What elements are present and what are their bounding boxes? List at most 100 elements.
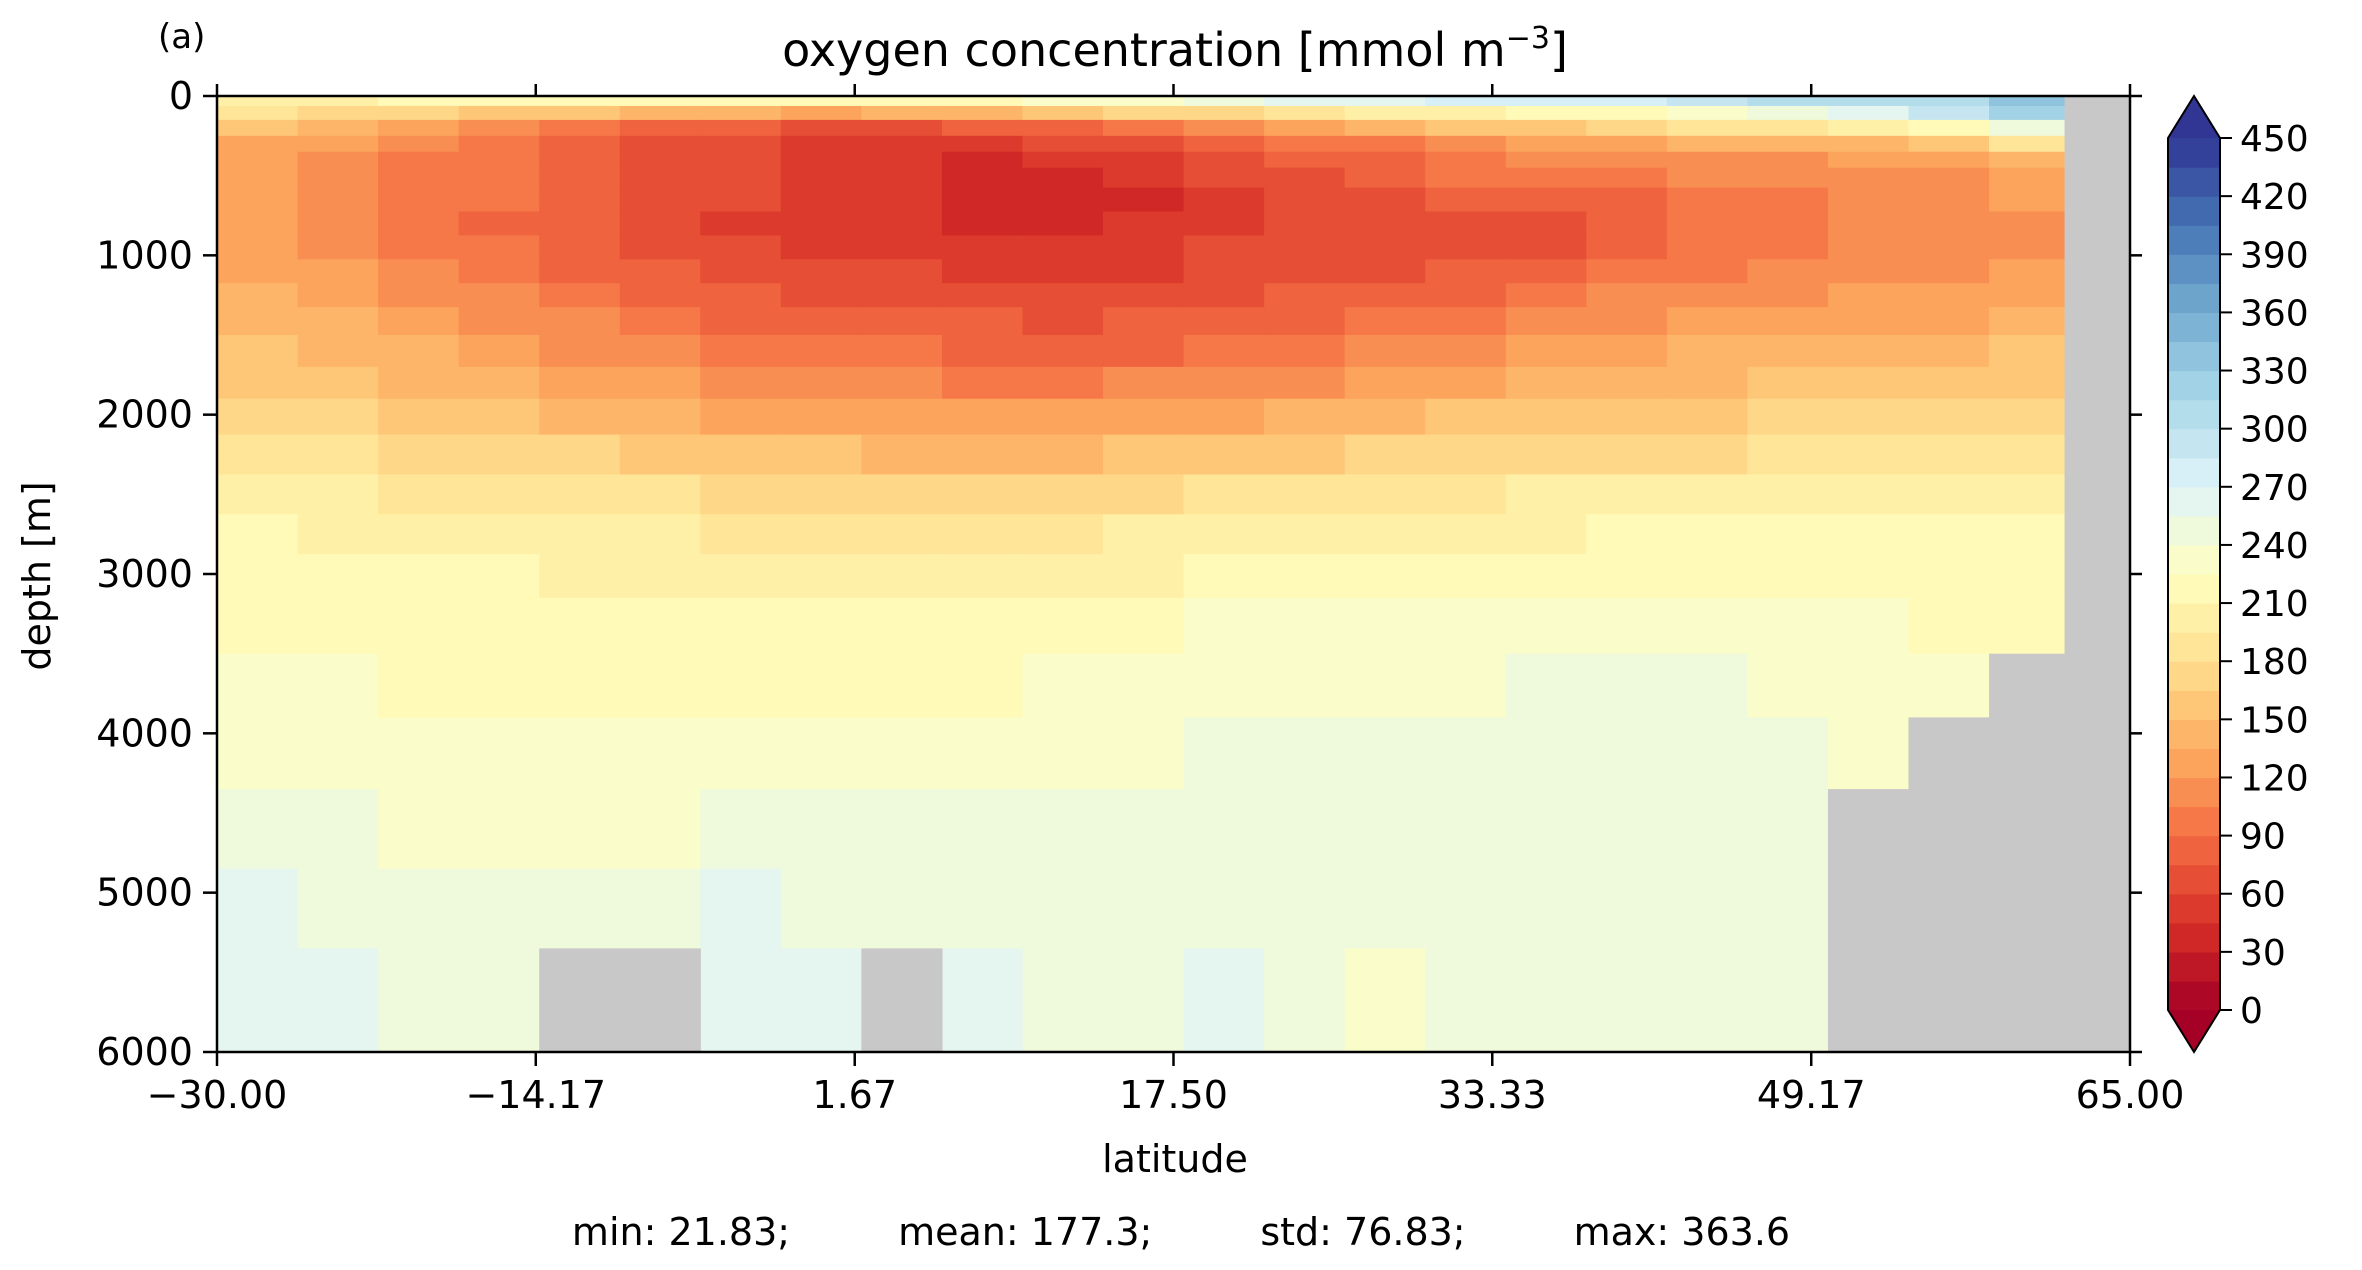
land-cell [2064, 948, 2131, 1053]
heatmap-cell [1666, 283, 1748, 308]
heatmap-cell [1344, 307, 1426, 336]
heatmap-cell [1666, 119, 1748, 137]
heatmap-cell [1183, 167, 1265, 189]
heatmap-cell [1827, 434, 1910, 476]
heatmap-cell [1022, 235, 1104, 260]
heatmap-cell [1666, 514, 1748, 555]
heatmap-cell [297, 96, 379, 107]
heatmap-cell [1183, 105, 1265, 121]
heatmap-cell [297, 398, 379, 436]
land-cell [2064, 554, 2131, 599]
heatmap-cell [297, 653, 379, 718]
heatmap-cell [861, 167, 943, 189]
heatmap-cell [861, 259, 943, 284]
heatmap-cell [1183, 398, 1265, 436]
heatmap-cell [941, 307, 1024, 336]
y-tick-label: 6000 [96, 1030, 193, 1074]
colorbar-tick-label: 420 [2240, 177, 2309, 218]
heatmap-cell [780, 335, 862, 368]
heatmap-cell [458, 717, 540, 790]
heatmap-cell [458, 235, 540, 260]
heatmap-cell [1103, 789, 1185, 870]
heatmap-cell [1908, 211, 1990, 237]
heatmap-cell [861, 717, 943, 790]
heatmap-cell [1264, 554, 1346, 599]
heatmap-cell [1505, 653, 1587, 718]
heatmap-cell [1989, 167, 2066, 189]
heatmap-cell [1747, 948, 1829, 1053]
heatmap-cell [1183, 948, 1265, 1053]
heatmap-cell [1264, 307, 1346, 336]
heatmap-cell [297, 187, 379, 213]
heatmap-cell [1022, 307, 1104, 336]
heatmap-cell [1183, 235, 1265, 260]
heatmap-cell [1666, 335, 1748, 368]
heatmap-cell [1908, 398, 1990, 436]
heatmap-cell [1586, 135, 1668, 153]
chart-title-close: ] [1550, 23, 1568, 77]
heatmap-cell [1183, 151, 1265, 169]
heatmap-cell [539, 514, 621, 555]
heatmap-cell [861, 474, 943, 515]
heatmap-cell [378, 167, 460, 189]
heatmap-cell [1586, 868, 1668, 950]
heatmap-cell [458, 167, 540, 189]
heatmap-cell [378, 366, 460, 400]
heatmap-cell [780, 514, 862, 555]
colorbar-level [2168, 428, 2220, 459]
colorbar-tick-label: 330 [2240, 352, 2309, 393]
heatmap-cell [941, 789, 1024, 870]
land-cell [2064, 474, 2131, 515]
heatmap-cell [297, 167, 379, 189]
heatmap-cell [458, 151, 540, 169]
heatmap-cell [941, 283, 1024, 308]
heatmap-cell [1827, 187, 1910, 213]
heatmap-cell [217, 398, 299, 436]
heatmap-cell [1505, 283, 1587, 308]
heatmap-cell [1747, 167, 1829, 189]
heatmap-cell [297, 554, 379, 599]
heatmap-cell [1264, 235, 1346, 260]
land-cell [2064, 235, 2131, 260]
heatmap-cell [1022, 597, 1104, 655]
heatmap-cell [1425, 868, 1507, 950]
heatmap-cell [297, 259, 379, 284]
heatmap-cell [1989, 259, 2066, 284]
land-cell [2064, 119, 2131, 137]
heatmap-cell [1103, 554, 1185, 599]
heatmap-cell [700, 868, 782, 950]
heatmap-cell [539, 187, 621, 213]
heatmap-cell [539, 474, 621, 515]
heatmap-cell [941, 335, 1024, 368]
colorbar-level [2168, 806, 2220, 837]
heatmap-cell [1747, 105, 1829, 121]
heatmap-cell [700, 259, 782, 284]
heatmap-cell [217, 135, 299, 153]
heatmap-cell [780, 868, 862, 950]
heatmap-cell [619, 789, 701, 870]
heatmap-cell [217, 653, 299, 718]
heatmap-cell [1344, 187, 1426, 213]
heatmap-cell [700, 119, 782, 137]
heatmap-cell [458, 335, 540, 368]
heatmap-cell [941, 398, 1024, 436]
colorbar-level [2168, 864, 2220, 895]
heatmap-cell [1747, 119, 1829, 137]
heatmap-cell [1586, 653, 1668, 718]
heatmap-cell [1505, 96, 1587, 107]
land-cell [619, 948, 701, 1053]
heatmap-cell [297, 789, 379, 870]
land-cell [2064, 187, 2131, 213]
colorbar-level [2168, 922, 2220, 953]
heatmap-cell [1666, 211, 1748, 237]
heatmap-cell [1344, 335, 1426, 368]
heatmap-cell [1103, 211, 1185, 237]
colorbar-level [2168, 632, 2220, 662]
heatmap-cell [1586, 474, 1668, 515]
heatmap-cell [780, 554, 862, 599]
heatmap-cell [1908, 335, 1990, 368]
heatmap-cell [1666, 434, 1748, 476]
heatmap-cell [297, 717, 379, 790]
heatmap-cell [1264, 283, 1346, 308]
heatmap-cell [700, 789, 782, 870]
